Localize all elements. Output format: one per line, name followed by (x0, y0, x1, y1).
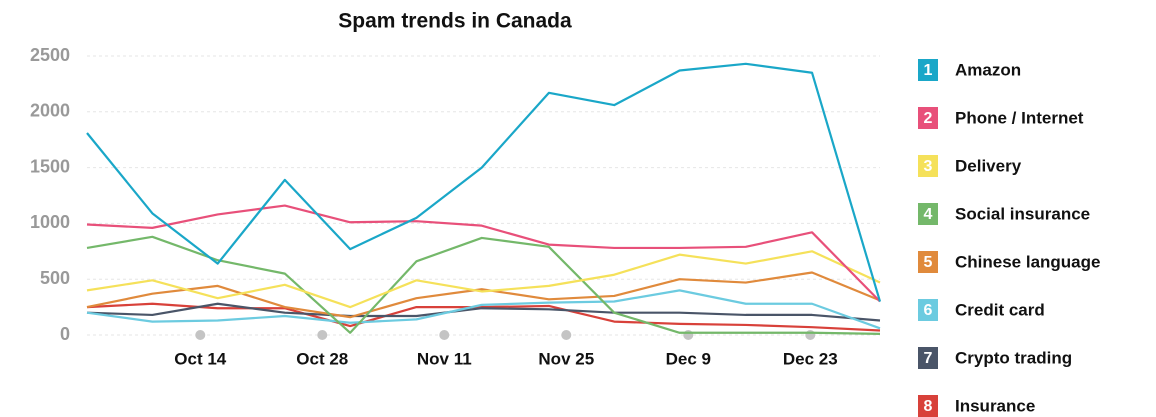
legend-label: Social insurance (955, 204, 1090, 223)
series-line (86, 250, 881, 309)
y-tick-label: 2000 (30, 101, 70, 121)
x-tick-label: Nov 25 (538, 349, 594, 368)
legend-label: Insurance (955, 396, 1035, 415)
legend-swatch (918, 203, 938, 225)
y-tick-label: 1000 (30, 212, 70, 232)
series-line (86, 289, 881, 330)
legend-label: Chinese language (955, 252, 1100, 271)
y-tick-label: 0 (60, 324, 70, 344)
x-tick-label: Oct 14 (174, 349, 227, 368)
series-line (86, 302, 881, 322)
legend-number: 1 (924, 62, 933, 79)
legend-number: 8 (924, 398, 933, 415)
y-tick-label: 2500 (30, 45, 70, 65)
series-line (86, 271, 881, 319)
x-tick-dot (805, 330, 816, 340)
series-line (86, 62, 882, 302)
legend-number: 6 (924, 302, 933, 319)
legend-swatch (918, 251, 938, 273)
legend-swatch (918, 347, 938, 369)
x-tick-label: Oct 28 (296, 349, 348, 368)
legend-label: Crypto trading (955, 348, 1072, 367)
y-tick-label: 1500 (30, 156, 70, 176)
series-line (86, 204, 881, 303)
series-line (86, 235, 881, 335)
chart-title: Spam trends in Canada (338, 10, 572, 33)
series-line (86, 302, 881, 332)
legend-number: 5 (924, 254, 933, 271)
legend-label: Delivery (955, 156, 1022, 175)
legend-swatch (918, 155, 938, 177)
x-tick-dot (317, 330, 328, 340)
legend-swatch (918, 59, 938, 81)
legend-swatch (918, 299, 938, 321)
x-tick-dot (561, 330, 572, 340)
y-tick-label: 500 (40, 268, 70, 288)
x-tick-dot (195, 330, 206, 340)
legend-label: Phone / Internet (955, 108, 1084, 127)
legend-label: Amazon (955, 60, 1021, 79)
x-tick-dot (683, 330, 694, 340)
x-tick-label: Dec 23 (783, 349, 838, 368)
legend-number: 2 (924, 110, 933, 127)
legend-label: Credit card (955, 300, 1045, 319)
x-tick-label: Dec 9 (666, 349, 711, 368)
legend-swatch (918, 107, 938, 129)
legend-number: 4 (924, 206, 933, 223)
legend-number: 3 (924, 158, 933, 175)
legend-swatch (918, 395, 938, 417)
x-tick-label: Nov 11 (417, 349, 472, 368)
x-tick-dot (439, 330, 450, 340)
legend-number: 7 (924, 350, 933, 367)
